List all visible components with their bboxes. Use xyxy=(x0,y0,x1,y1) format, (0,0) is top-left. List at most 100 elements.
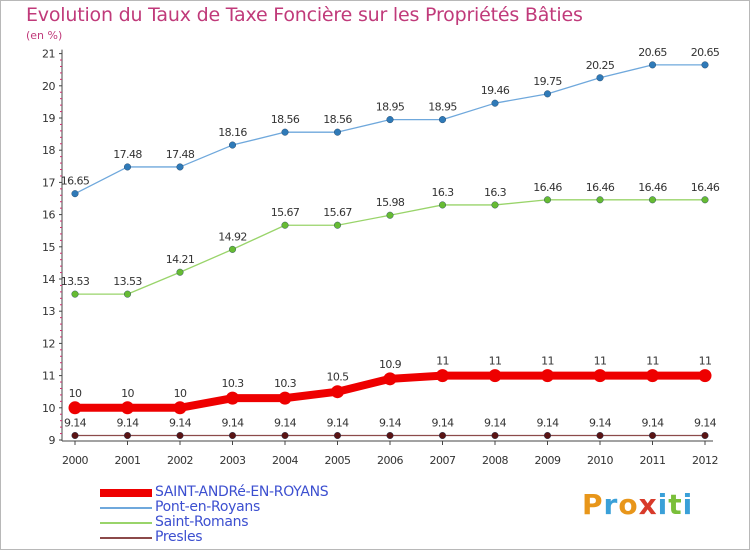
legend-swatch xyxy=(100,489,152,497)
data-label: 11 xyxy=(436,355,449,368)
legend-item-saint-andre: SAINT-ANDRé-EN-ROYANS xyxy=(100,484,380,501)
data-label: 16.46 xyxy=(638,181,667,194)
data-point xyxy=(226,391,239,405)
x-tick-label: 2006 xyxy=(377,454,403,467)
data-label: 9.14 xyxy=(484,416,507,429)
proxiti-logo: Proxiti xyxy=(582,488,693,521)
data-label: 16.65 xyxy=(61,175,90,188)
data-label: 9.14 xyxy=(589,416,612,429)
data-label: 9.14 xyxy=(641,416,664,429)
data-label: 16.3 xyxy=(431,186,454,199)
data-label: 13.53 xyxy=(61,275,90,288)
data-label: 10 xyxy=(69,387,82,400)
y-tick-label: 16 xyxy=(42,209,55,222)
data-label: 15.67 xyxy=(271,206,300,219)
data-point xyxy=(386,116,394,124)
data-point xyxy=(173,401,187,415)
y-tick-label: 20 xyxy=(42,80,55,93)
x-tick-label: 2011 xyxy=(640,454,666,467)
data-point xyxy=(593,369,607,383)
data-point xyxy=(596,74,604,82)
data-point xyxy=(701,431,709,439)
data-label: 9.14 xyxy=(221,416,244,429)
data-label: 11 xyxy=(646,355,659,368)
data-label: 10.5 xyxy=(326,371,349,384)
data-label: 18.56 xyxy=(271,113,300,126)
data-point xyxy=(386,431,394,439)
data-label: 10.3 xyxy=(274,377,297,390)
data-label: 10.9 xyxy=(379,358,402,371)
data-point xyxy=(68,401,82,415)
x-tick-label: 2009 xyxy=(535,454,561,467)
data-point xyxy=(488,369,502,383)
logo-letter: i xyxy=(657,488,669,521)
legend-item-presles: Presles xyxy=(100,529,380,546)
data-point xyxy=(176,431,184,439)
data-label: 10 xyxy=(174,387,187,400)
data-label: 20.25 xyxy=(586,59,615,72)
data-point xyxy=(701,196,709,204)
data-point xyxy=(541,369,554,383)
data-point xyxy=(123,163,131,171)
data-label: 15.98 xyxy=(376,196,405,209)
data-point xyxy=(439,116,447,124)
data-point xyxy=(121,401,134,415)
y-tick-label: 10 xyxy=(42,402,55,415)
data-point xyxy=(646,369,659,383)
data-point xyxy=(383,372,397,386)
data-label: 20.65 xyxy=(638,46,667,59)
legend-item-pont-en-royans: Pont-en-Royans xyxy=(100,499,380,516)
data-label: 19.75 xyxy=(533,75,562,88)
logo-letter: i xyxy=(682,488,694,521)
data-point xyxy=(281,431,289,439)
y-tick-label: 14 xyxy=(42,273,55,286)
data-label: 14.92 xyxy=(218,230,247,243)
chart-title: Evolution du Taux de Taxe Foncière sur l… xyxy=(26,4,583,26)
y-tick-label: 19 xyxy=(42,112,55,125)
data-label: 18.95 xyxy=(428,101,457,114)
data-point xyxy=(278,391,292,405)
data-label: 11 xyxy=(594,355,607,368)
y-tick-label: 12 xyxy=(42,337,55,350)
data-label: 16.46 xyxy=(533,181,562,194)
data-label: 19.46 xyxy=(481,84,510,97)
data-point xyxy=(698,369,712,383)
data-label: 9.14 xyxy=(694,416,717,429)
data-point xyxy=(544,90,552,98)
data-label: 17.48 xyxy=(166,148,195,161)
data-label: 9.14 xyxy=(169,416,192,429)
data-label: 9.14 xyxy=(64,416,87,429)
data-point xyxy=(71,290,79,298)
data-label: 18.56 xyxy=(323,113,352,126)
data-label: 18.16 xyxy=(218,126,247,139)
data-point xyxy=(491,431,499,439)
data-label: 11 xyxy=(489,355,502,368)
data-label: 11 xyxy=(699,355,712,368)
y-tick-label: 15 xyxy=(42,241,55,254)
x-tick-label: 2005 xyxy=(325,454,351,467)
data-point xyxy=(596,431,604,439)
y-tick-label: 18 xyxy=(42,144,55,157)
data-label: 16.46 xyxy=(691,181,720,194)
data-label: 9.14 xyxy=(431,416,454,429)
legend-swatch xyxy=(100,537,152,539)
x-tick-label: 2003 xyxy=(220,454,246,467)
data-label: 14.21 xyxy=(166,253,195,266)
data-point xyxy=(334,431,342,439)
data-point xyxy=(491,99,499,107)
data-point xyxy=(71,190,79,198)
data-label: 9.14 xyxy=(116,416,139,429)
data-point xyxy=(281,221,289,229)
data-point xyxy=(331,385,344,399)
logo-letter: o xyxy=(618,488,639,521)
legend-swatch xyxy=(100,507,152,509)
data-point xyxy=(176,163,184,171)
y-tick-label: 9 xyxy=(49,434,56,447)
data-label: 9.14 xyxy=(379,416,402,429)
data-label: 11 xyxy=(541,355,554,368)
data-point xyxy=(71,431,79,439)
data-label: 16.3 xyxy=(484,186,507,199)
data-point xyxy=(439,201,447,209)
y-tick-label: 21 xyxy=(42,48,55,61)
